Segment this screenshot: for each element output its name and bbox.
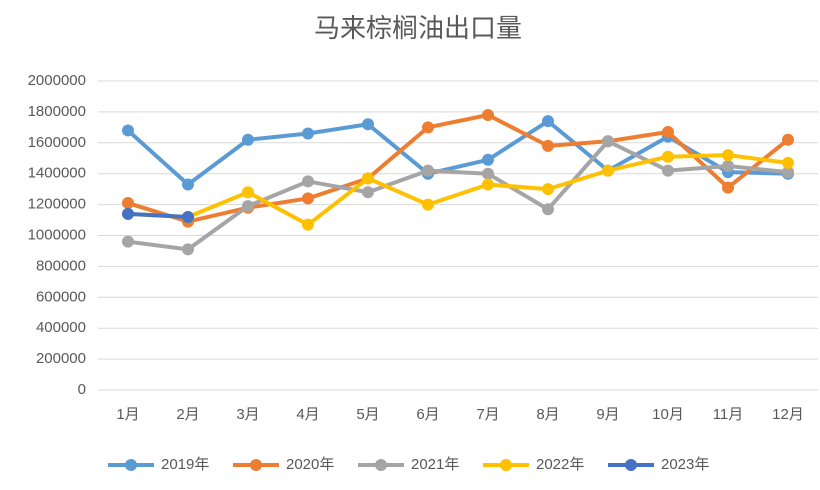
y-tick-label: 1400000 bbox=[28, 165, 86, 182]
data-point bbox=[662, 150, 674, 163]
data-point bbox=[782, 166, 794, 179]
data-point bbox=[782, 156, 794, 169]
series-line bbox=[127, 112, 790, 224]
data-point bbox=[542, 203, 554, 216]
x-tick-label: 9月 bbox=[596, 406, 619, 423]
chart-title: 马来棕榈油出口量 bbox=[314, 13, 522, 43]
legend-label: 2019年 bbox=[161, 456, 209, 473]
data-point bbox=[302, 175, 314, 188]
y-tick-label: 1000000 bbox=[28, 226, 86, 243]
y-tick-label: 2000000 bbox=[28, 72, 86, 89]
data-point bbox=[302, 192, 314, 205]
data-point bbox=[422, 164, 434, 177]
data-point bbox=[362, 186, 374, 199]
y-tick-label: 600000 bbox=[36, 288, 86, 305]
y-tick-label: 800000 bbox=[36, 257, 86, 274]
data-point bbox=[122, 207, 134, 220]
data-point bbox=[482, 108, 494, 121]
x-tick-label: 11月 bbox=[713, 406, 744, 423]
data-point bbox=[302, 127, 314, 140]
data-point bbox=[242, 133, 254, 146]
x-tick-label: 2月 bbox=[176, 406, 199, 423]
data-point bbox=[782, 133, 794, 146]
y-tick-label: 1800000 bbox=[28, 103, 86, 120]
data-point bbox=[422, 121, 434, 134]
series-line bbox=[127, 153, 789, 227]
x-tick-label: 12月 bbox=[772, 406, 804, 423]
data-point bbox=[122, 235, 134, 248]
data-point bbox=[422, 198, 434, 211]
legend-marker bbox=[375, 459, 387, 471]
legend-marker bbox=[250, 459, 262, 471]
x-tick-label: 7月 bbox=[476, 406, 499, 423]
legend-label: 2021年 bbox=[411, 456, 459, 473]
data-point bbox=[182, 243, 194, 256]
data-point bbox=[362, 118, 374, 131]
data-point bbox=[482, 178, 494, 191]
data-point bbox=[242, 200, 254, 213]
data-point bbox=[182, 178, 194, 191]
y-tick-label: 1600000 bbox=[28, 134, 86, 151]
legend-label: 2022年 bbox=[536, 456, 584, 473]
data-point bbox=[482, 153, 494, 166]
data-point bbox=[182, 210, 194, 223]
data-point bbox=[242, 186, 254, 199]
x-tick-label: 4月 bbox=[296, 406, 319, 423]
data-point bbox=[542, 183, 554, 196]
data-point bbox=[302, 218, 314, 231]
data-point bbox=[662, 125, 674, 138]
data-point bbox=[482, 167, 494, 180]
legend-marker bbox=[625, 459, 637, 471]
data-point bbox=[362, 172, 374, 185]
x-tick-label: 1月 bbox=[116, 406, 139, 423]
data-point bbox=[542, 115, 554, 128]
x-tick-label: 8月 bbox=[536, 406, 559, 423]
y-tick-label: 400000 bbox=[36, 319, 86, 336]
data-point bbox=[662, 164, 674, 177]
x-tick-label: 3月 bbox=[236, 406, 259, 423]
x-tick-label: 5月 bbox=[356, 406, 379, 423]
legend-label: 2023年 bbox=[661, 456, 709, 473]
data-point bbox=[122, 197, 134, 210]
y-tick-label: 0 bbox=[78, 381, 86, 398]
x-tick-label: 10月 bbox=[652, 406, 684, 423]
legend-marker bbox=[125, 459, 137, 471]
y-tick-label: 200000 bbox=[36, 350, 86, 367]
legend-label: 2020年 bbox=[286, 456, 334, 473]
legend-marker bbox=[500, 459, 512, 471]
data-point bbox=[722, 159, 734, 172]
data-point bbox=[602, 135, 614, 148]
series-line bbox=[127, 211, 189, 219]
data-point bbox=[122, 124, 134, 137]
data-point bbox=[722, 181, 734, 194]
data-point bbox=[602, 164, 614, 177]
series-line bbox=[127, 139, 789, 252]
y-tick-label: 1200000 bbox=[28, 196, 86, 213]
data-point bbox=[722, 149, 734, 162]
x-tick-label: 6月 bbox=[416, 406, 439, 423]
data-point bbox=[542, 139, 554, 152]
